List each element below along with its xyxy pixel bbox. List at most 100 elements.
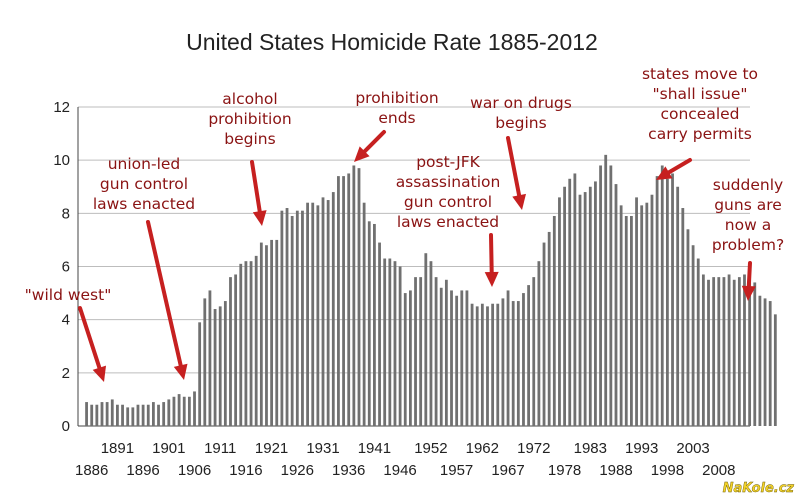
bar-1938 xyxy=(357,168,361,426)
bar-1955 xyxy=(444,279,448,426)
bar-2000 xyxy=(676,186,680,426)
bar-1901 xyxy=(167,399,171,426)
bar-2014 xyxy=(748,277,752,426)
bar-1886 xyxy=(90,404,94,426)
bar-1931 xyxy=(321,197,325,426)
bar-1933 xyxy=(331,192,335,426)
annotation-5: post-JFK assassination gun control laws ena… xyxy=(396,153,501,231)
bar-1968 xyxy=(511,301,515,426)
bar-2003 xyxy=(691,245,695,426)
arrow-shaft-2 xyxy=(146,220,183,368)
bar-1963 xyxy=(486,306,489,427)
bar-2001 xyxy=(681,208,685,426)
bar-1964 xyxy=(491,303,495,426)
y-tick-label: 2 xyxy=(62,365,70,382)
annotation-line: prohibition xyxy=(355,89,438,107)
bar-1949 xyxy=(414,277,417,426)
bar-1987 xyxy=(609,165,613,427)
bar-1950 xyxy=(419,277,423,426)
bar-2017 xyxy=(763,298,767,426)
bar-1997 xyxy=(660,165,664,427)
x-tick-label: 1901 xyxy=(152,440,185,457)
bar-1892 xyxy=(121,404,124,426)
arrow-head-8 xyxy=(741,285,756,301)
annotation-line: war on drugs xyxy=(470,94,572,112)
bar-1897 xyxy=(146,404,150,426)
bar-2018 xyxy=(768,301,772,426)
x-tick-label: 1926 xyxy=(281,462,314,479)
annotation-line: "wild west" xyxy=(25,286,112,304)
bar-1900 xyxy=(162,402,166,426)
annotation-8: suddenly guns are now a problem? xyxy=(712,176,784,254)
bar-1970 xyxy=(522,293,525,426)
bar-1898 xyxy=(151,402,155,426)
annotation-line: now a xyxy=(725,216,771,234)
bar-1944 xyxy=(388,258,392,426)
bar-1922 xyxy=(275,239,279,426)
bar-1890 xyxy=(110,399,114,426)
arrow-head-3 xyxy=(252,210,267,226)
bar-2013 xyxy=(743,274,746,426)
bar-1952 xyxy=(429,261,433,426)
bar-1969 xyxy=(516,301,520,426)
annotation-line: "shall issue" xyxy=(652,85,747,103)
annotation-line: union-led xyxy=(108,155,181,173)
x-tick-label: 1946 xyxy=(383,462,416,479)
x-tick-label: 1911 xyxy=(204,440,236,457)
bar-1885 xyxy=(85,402,88,426)
bar-1971 xyxy=(527,285,531,426)
bar-1902 xyxy=(172,396,176,426)
annotation-3: alcohol prohibition begins xyxy=(208,90,291,148)
bar-1903 xyxy=(177,394,181,426)
arrow-shaft-8 xyxy=(746,261,752,288)
bar-2008 xyxy=(717,277,721,426)
bar-1943 xyxy=(383,258,387,426)
x-tick-label: 1916 xyxy=(229,462,262,479)
bar-1965 xyxy=(496,303,500,426)
x-tick-label: 1993 xyxy=(625,440,658,457)
bar-1914 xyxy=(234,274,238,426)
bar-1921 xyxy=(270,239,274,426)
bar-1995 xyxy=(650,194,654,426)
bar-1986 xyxy=(604,154,608,426)
bar-1976 xyxy=(552,215,556,426)
y-axis-tick-labels: 0 2 4 6 8 10 12 xyxy=(53,99,70,435)
bar-2009 xyxy=(722,277,726,426)
x-tick-label: 1967 xyxy=(491,462,524,479)
y-tick-label: 0 xyxy=(62,418,70,435)
chart-title: United States Homicide Rate 1885-2012 xyxy=(186,29,598,55)
bar-1909 xyxy=(208,290,212,426)
bar-1904 xyxy=(182,396,186,426)
annotation-line: begins xyxy=(224,130,275,148)
annotation-arrows xyxy=(78,130,756,382)
x-tick-label: 1983 xyxy=(574,440,607,457)
annotation-line: guns are xyxy=(714,196,782,214)
bar-1957 xyxy=(455,295,459,426)
bar-1942 xyxy=(378,242,381,426)
watermark-text: NaKole.cz xyxy=(723,481,795,496)
bar-1932 xyxy=(326,200,330,426)
annotations: "wild west" union-led gun control laws enac… xyxy=(25,65,785,304)
bar-1953 xyxy=(434,277,438,426)
arrow-head-2 xyxy=(173,363,188,380)
bar-1984 xyxy=(594,181,597,426)
x-tick-label: 1931 xyxy=(306,440,339,457)
x-tick-label: 1921 xyxy=(255,440,288,457)
x-axis-tick-labels: 1891 1901 1911 1921 1931 1941 1952 1962 1972 1983… xyxy=(75,440,735,479)
bar-1940 xyxy=(367,221,371,426)
bar-1925 xyxy=(290,215,294,426)
x-tick-label: 1972 xyxy=(517,440,550,457)
bar-1893 xyxy=(126,407,130,426)
arrow-head-4 xyxy=(354,146,370,162)
bar-1916 xyxy=(244,261,248,426)
annotation-line: gun control xyxy=(404,193,492,211)
bar-1924 xyxy=(285,208,289,426)
bar-1913 xyxy=(229,277,232,426)
bar-1936 xyxy=(347,173,351,426)
y-tick-label: 4 xyxy=(62,312,70,329)
bar-1937 xyxy=(352,165,356,427)
bar-1948 xyxy=(408,290,412,426)
arrow-shaft-6 xyxy=(506,136,522,198)
bar-1929 xyxy=(311,202,315,426)
